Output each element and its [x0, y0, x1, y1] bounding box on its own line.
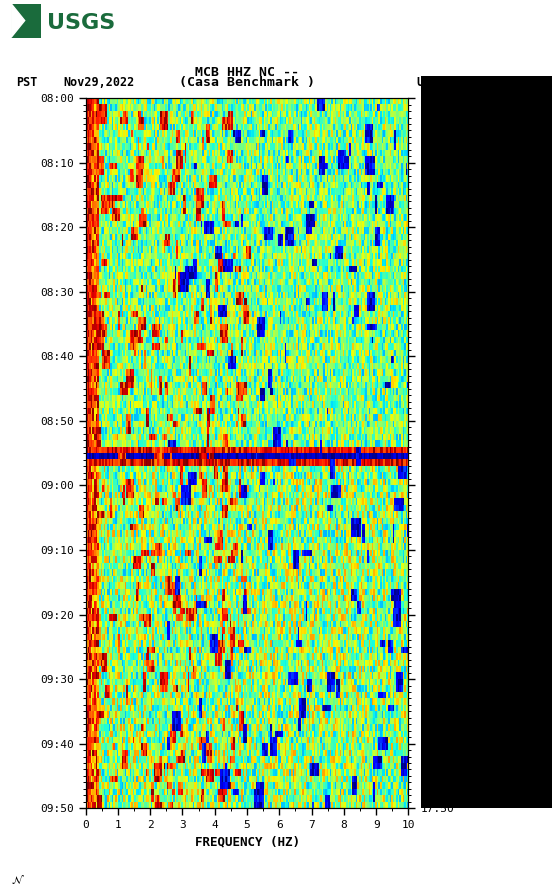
Text: MCB HHZ NC --: MCB HHZ NC -- — [195, 65, 299, 79]
X-axis label: FREQUENCY (HZ): FREQUENCY (HZ) — [194, 836, 300, 848]
Text: (Casa Benchmark ): (Casa Benchmark ) — [179, 76, 315, 89]
Text: USGS: USGS — [47, 13, 115, 33]
Text: Nov29,2022: Nov29,2022 — [63, 76, 135, 89]
Text: UTC: UTC — [417, 76, 438, 89]
Text: PST: PST — [17, 76, 38, 89]
Polygon shape — [11, 4, 25, 38]
Text: $\mathcal{N}$: $\mathcal{N}$ — [11, 872, 25, 886]
